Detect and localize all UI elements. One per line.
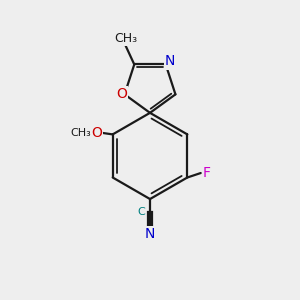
Text: C: C <box>138 207 146 218</box>
Text: CH₃: CH₃ <box>70 128 91 138</box>
Text: N: N <box>165 55 175 68</box>
Text: N: N <box>145 227 155 241</box>
Text: CH₃: CH₃ <box>114 32 137 45</box>
Text: O: O <box>116 87 127 101</box>
Text: F: F <box>202 166 211 180</box>
Text: O: O <box>91 126 102 140</box>
